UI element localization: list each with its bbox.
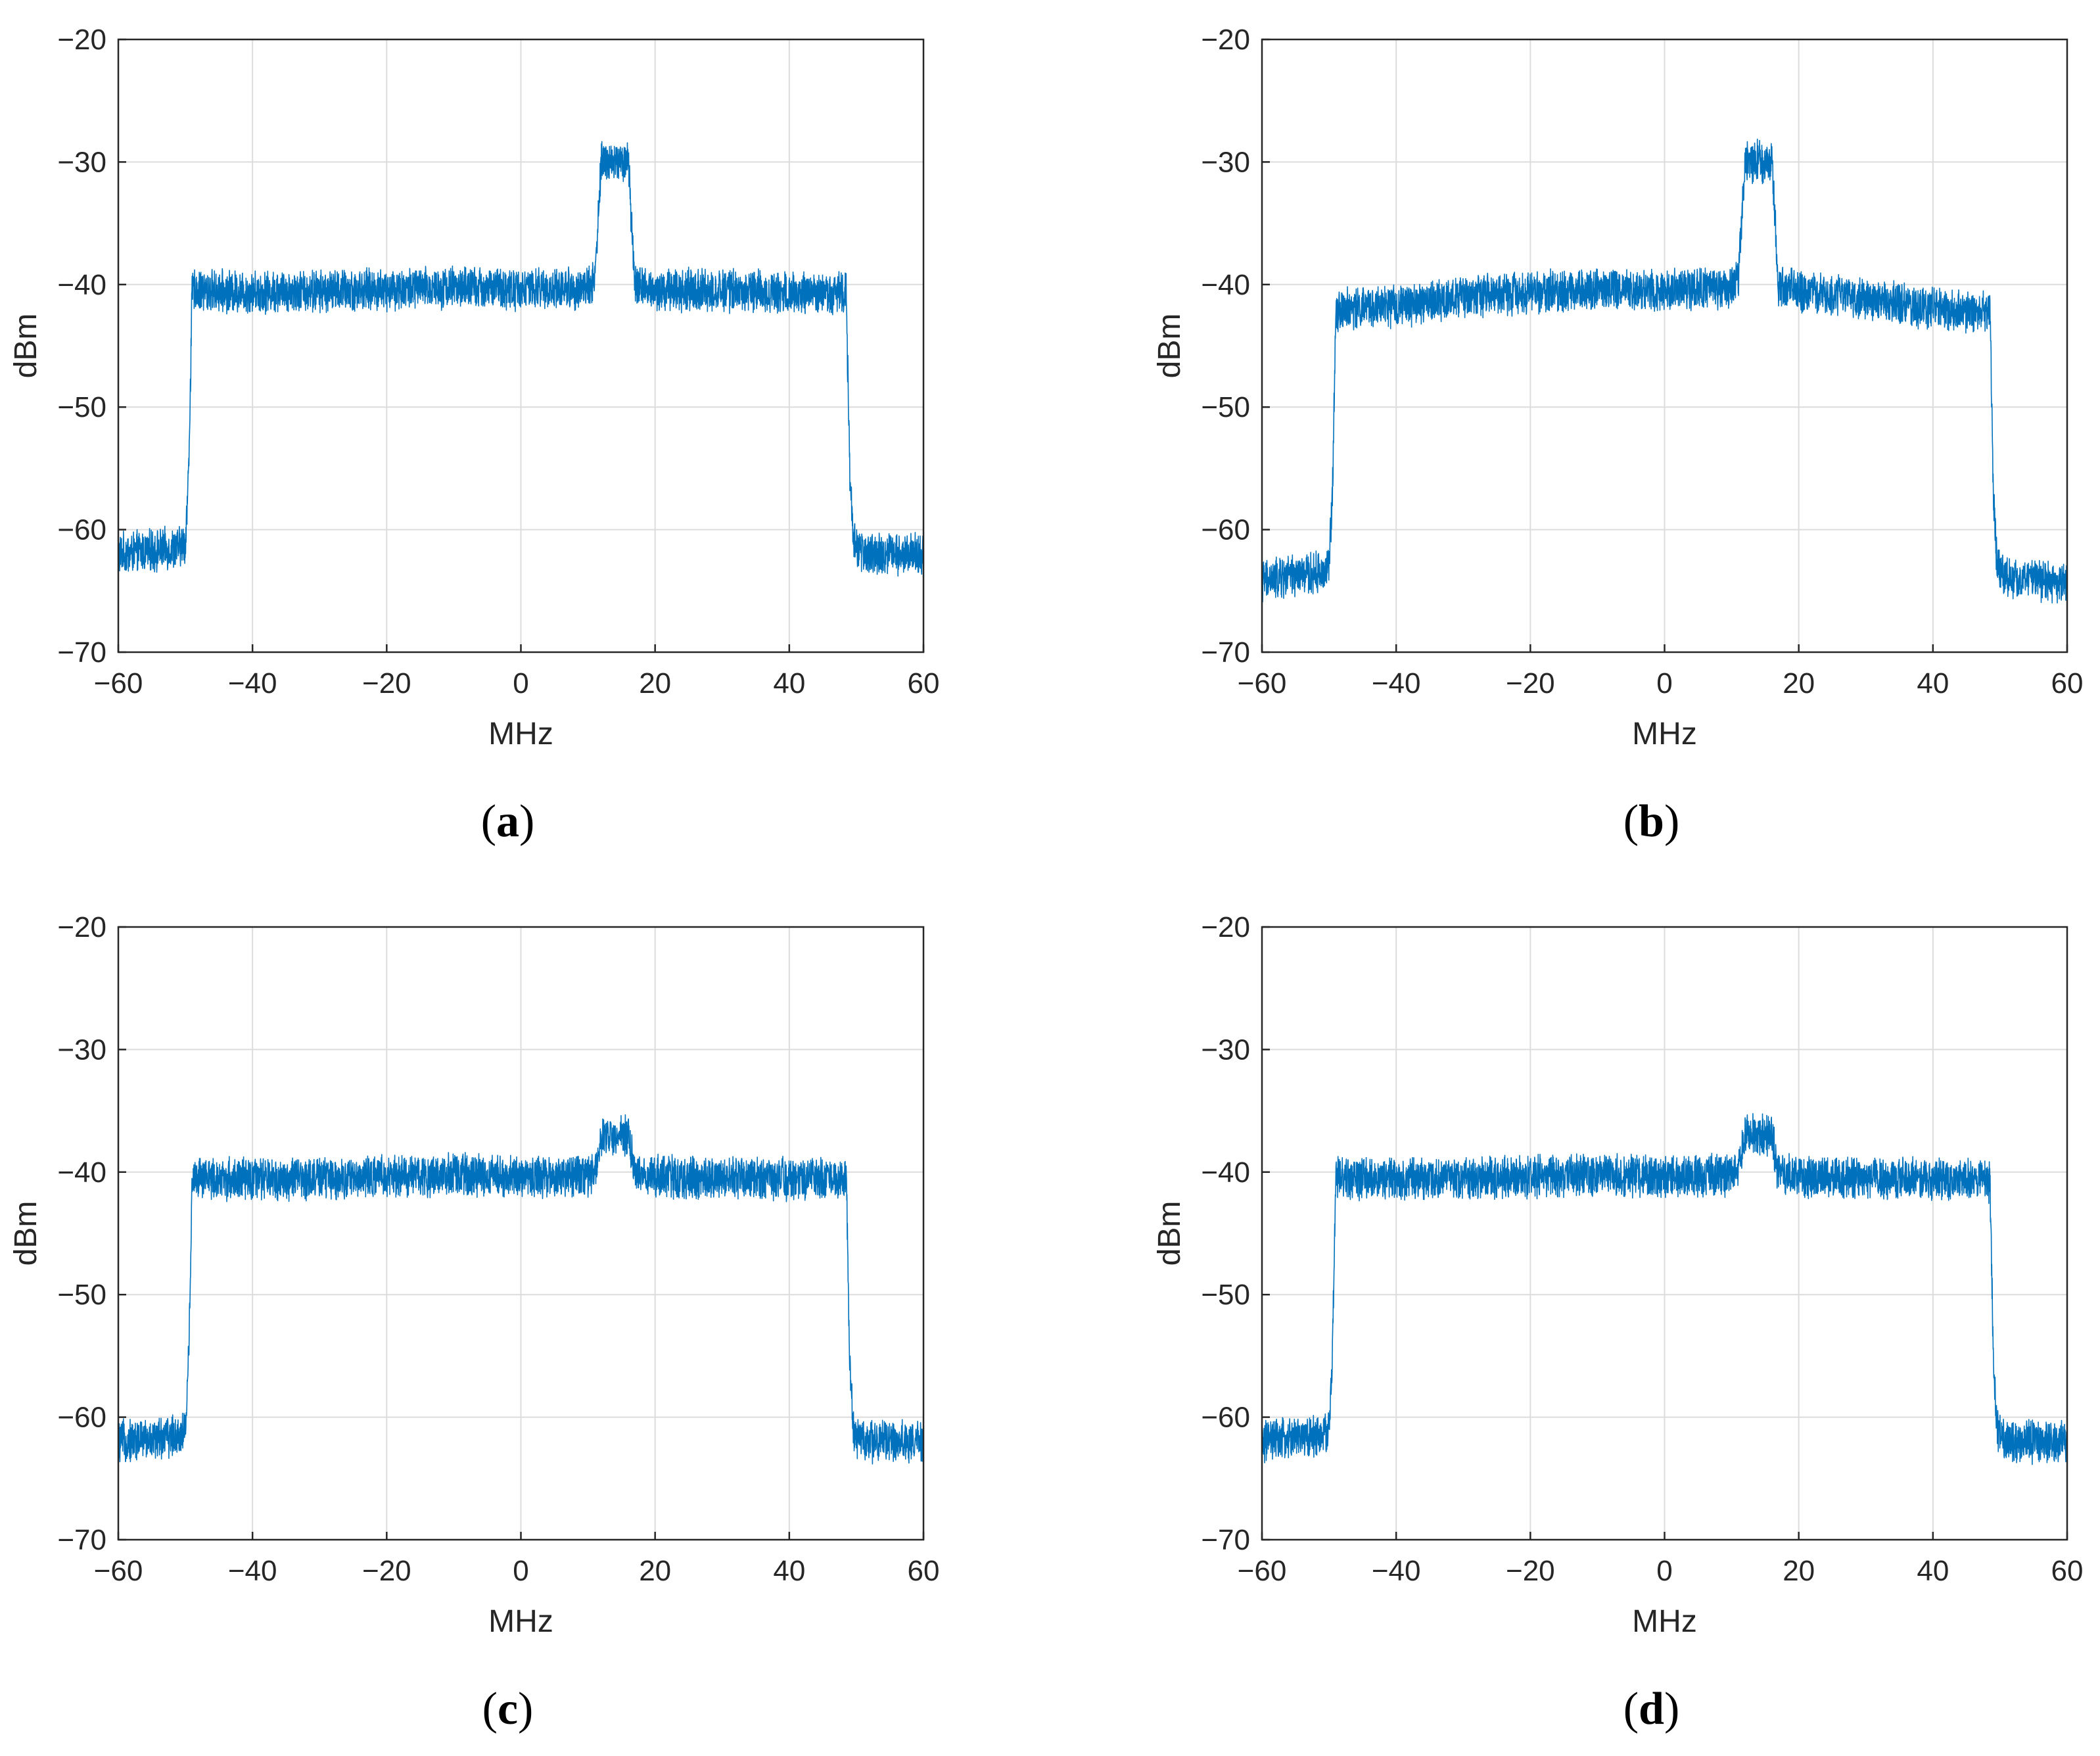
x-tick-label: −60 bbox=[94, 1555, 143, 1587]
x-tick-label: −60 bbox=[94, 667, 143, 700]
y-axis-label: dBm bbox=[1152, 314, 1187, 379]
x-tick-label: −60 bbox=[1238, 1555, 1287, 1587]
spectrum-trace bbox=[1261, 138, 2068, 604]
spectrum-trace bbox=[118, 141, 924, 577]
chart-panel-b: −60 −40 −20 0 20 40 60−20−30−40−50−60−70MHzdBm… bbox=[1152, 24, 2083, 847]
panel-caption: (d) bbox=[1623, 1684, 1680, 1734]
y-tick-label: −60 bbox=[1201, 514, 1250, 546]
spectrum-trace bbox=[118, 1114, 924, 1465]
x-tick-label: −20 bbox=[362, 667, 411, 700]
y-tick-label: −40 bbox=[1201, 1156, 1250, 1189]
x-tick-label: 40 bbox=[773, 1555, 805, 1587]
panel-caption: (a) bbox=[481, 796, 535, 847]
y-tick-label: −70 bbox=[57, 1524, 106, 1556]
x-tick-label: −40 bbox=[1372, 667, 1421, 700]
x-tick-label: 40 bbox=[1917, 667, 1949, 700]
x-tick-label: 0 bbox=[513, 667, 528, 700]
panel-caption: (c) bbox=[482, 1684, 534, 1734]
x-tick-label: −20 bbox=[1506, 1555, 1555, 1587]
x-tick-label: −60 bbox=[1238, 667, 1287, 700]
x-tick-label: 0 bbox=[1656, 1555, 1672, 1587]
chart-panel-d: −60 −40 −20 0 20 40 60−20−30−40−50−60−70MHzdBm… bbox=[1152, 911, 2083, 1734]
y-tick-label: −20 bbox=[1201, 911, 1250, 943]
x-tick-label: 20 bbox=[1783, 667, 1815, 700]
x-axis-label: MHz bbox=[1632, 1604, 1697, 1639]
y-tick-label: −60 bbox=[1201, 1402, 1250, 1434]
x-tick-label: −40 bbox=[228, 1555, 277, 1587]
x-tick-label: 60 bbox=[2051, 1555, 2084, 1587]
x-axis-label: MHz bbox=[1632, 717, 1697, 751]
y-tick-label: −70 bbox=[57, 636, 106, 669]
x-tick-label: 60 bbox=[908, 667, 940, 700]
y-tick-label: −40 bbox=[57, 1156, 106, 1189]
x-tick-label: 20 bbox=[639, 667, 671, 700]
y-tick-label: −20 bbox=[57, 911, 106, 943]
x-tick-label: −40 bbox=[1372, 1555, 1421, 1587]
y-tick-label: −60 bbox=[57, 514, 106, 546]
y-axis-label: dBm bbox=[9, 1201, 43, 1266]
x-tick-label: 20 bbox=[1783, 1555, 1815, 1587]
panel-caption: (b) bbox=[1623, 796, 1680, 847]
x-tick-label: 40 bbox=[1917, 1555, 1949, 1587]
y-tick-label: −50 bbox=[1201, 391, 1250, 423]
x-axis-label: MHz bbox=[488, 1604, 553, 1639]
x-axis-label: MHz bbox=[488, 717, 553, 751]
x-tick-label: 60 bbox=[908, 1555, 940, 1587]
y-tick-label: −50 bbox=[57, 391, 106, 423]
spectrum-trace bbox=[1261, 1113, 2068, 1465]
x-tick-label: −20 bbox=[1506, 667, 1555, 700]
y-tick-label: −20 bbox=[57, 24, 106, 56]
y-tick-label: −30 bbox=[1201, 146, 1250, 178]
x-tick-label: −20 bbox=[362, 1555, 411, 1587]
x-tick-label: −40 bbox=[228, 667, 277, 700]
y-tick-label: −30 bbox=[57, 1033, 106, 1066]
y-axis-label: dBm bbox=[9, 314, 43, 379]
y-tick-label: −30 bbox=[1201, 1033, 1250, 1066]
x-tick-label: 0 bbox=[513, 1555, 528, 1587]
x-tick-label: 0 bbox=[1656, 667, 1672, 700]
y-tick-label: −20 bbox=[1201, 24, 1250, 56]
y-tick-label: −70 bbox=[1201, 636, 1250, 669]
y-tick-label: −30 bbox=[57, 146, 106, 178]
y-tick-label: −40 bbox=[1201, 269, 1250, 301]
y-tick-label: −40 bbox=[57, 269, 106, 301]
y-tick-label: −50 bbox=[57, 1279, 106, 1311]
y-tick-label: −50 bbox=[1201, 1279, 1250, 1311]
x-tick-label: 20 bbox=[639, 1555, 671, 1587]
x-tick-label: 60 bbox=[2051, 667, 2084, 700]
chart-panel-a: −60 −40 −20 0 20 40 60−20−30−40−50−60−70MHzdBm… bbox=[9, 24, 939, 847]
x-tick-label: 40 bbox=[773, 667, 805, 700]
chart-panel-c: −60 −40 −20 0 20 40 60−20−30−40−50−60−70MHzdBm… bbox=[9, 911, 939, 1734]
y-tick-label: −70 bbox=[1201, 1524, 1250, 1556]
y-axis-label: dBm bbox=[1152, 1201, 1187, 1266]
y-tick-label: −60 bbox=[57, 1402, 106, 1434]
